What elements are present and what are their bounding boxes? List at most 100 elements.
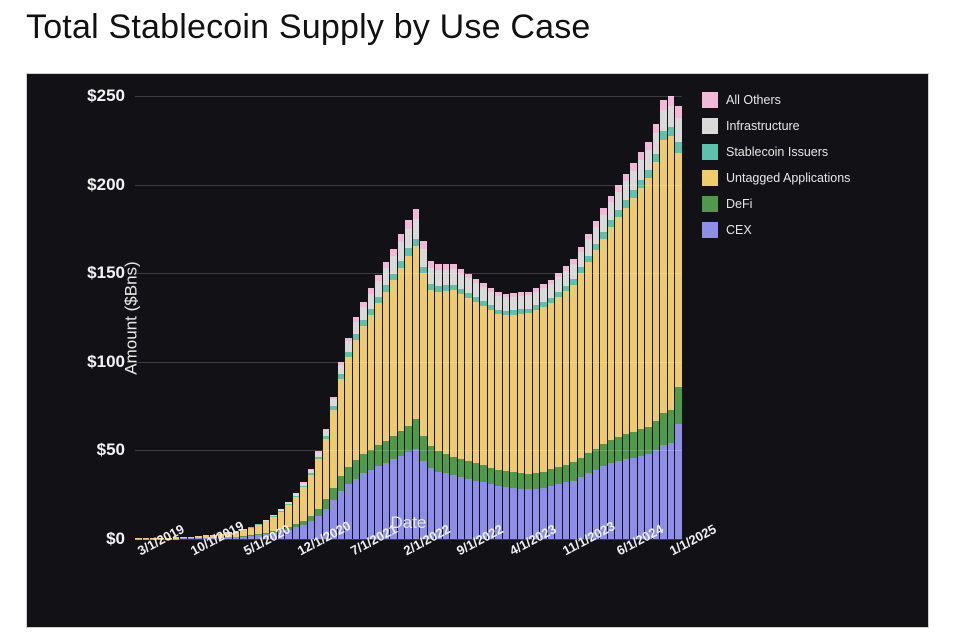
bar-col-32021[interactable] <box>315 96 322 539</box>
bars-container[interactable] <box>135 96 682 539</box>
bar-segment-all-others[interactable] <box>420 241 427 249</box>
bar-segment-stablecoin-issuers[interactable] <box>623 200 630 208</box>
bar-segment-all-others[interactable] <box>630 163 637 171</box>
bar-segment-all-others[interactable] <box>428 261 435 268</box>
bar-col-52022[interactable] <box>420 96 427 539</box>
bar-segment-untagged-applications[interactable] <box>413 246 420 420</box>
bar-segment-untagged-applications[interactable] <box>390 280 397 436</box>
bar-segment-stablecoin-issuers[interactable] <box>413 239 420 246</box>
bar-segment-untagged-applications[interactable] <box>450 290 457 457</box>
bar-segment-untagged-applications[interactable] <box>428 290 435 446</box>
bar-segment-defi[interactable] <box>563 465 570 483</box>
bar-segment-infrastructure[interactable] <box>525 295 532 308</box>
bar-segment-untagged-applications[interactable] <box>518 314 525 473</box>
bar-segment-infrastructure[interactable] <box>548 284 555 298</box>
bar-segment-infrastructure[interactable] <box>510 297 517 310</box>
bar-segment-untagged-applications[interactable] <box>383 292 390 441</box>
bar-segment-untagged-applications[interactable] <box>375 303 382 445</box>
bar-col-82022[interactable] <box>443 96 450 539</box>
bar-segment-infrastructure[interactable] <box>368 294 375 309</box>
bar-segment-infrastructure[interactable] <box>488 292 495 306</box>
bar-segment-untagged-applications[interactable] <box>510 315 517 473</box>
bar-segment-infrastructure[interactable] <box>645 150 652 170</box>
bar-col-102024[interactable] <box>638 96 645 539</box>
bar-segment-stablecoin-issuers[interactable] <box>668 127 675 136</box>
bar-segment-untagged-applications[interactable] <box>630 198 637 432</box>
bar-segment-stablecoin-issuers[interactable] <box>390 274 397 281</box>
bar-segment-untagged-applications[interactable] <box>578 273 585 457</box>
bar-segment-untagged-applications[interactable] <box>600 239 607 445</box>
bar-segment-stablecoin-issuers[interactable] <box>615 210 622 217</box>
bar-segment-untagged-applications[interactable] <box>533 310 540 473</box>
bar-segment-untagged-applications[interactable] <box>308 475 315 516</box>
bar-segment-all-others[interactable] <box>398 234 405 242</box>
bar-col-82019[interactable] <box>173 96 180 539</box>
bar-segment-infrastructure[interactable] <box>450 269 457 284</box>
bar-segment-defi[interactable] <box>593 449 600 470</box>
bar-segment-infrastructure[interactable] <box>653 133 660 154</box>
bar-segment-defi[interactable] <box>578 458 585 477</box>
bar-segment-untagged-applications[interactable] <box>503 315 510 471</box>
bar-segment-infrastructure[interactable] <box>668 106 675 128</box>
bar-segment-defi[interactable] <box>630 432 637 458</box>
bar-segment-untagged-applications[interactable] <box>593 250 600 448</box>
bar-segment-defi[interactable] <box>368 450 375 470</box>
bar-segment-untagged-applications[interactable] <box>585 262 592 453</box>
bar-col-42019[interactable] <box>143 96 150 539</box>
bar-segment-all-others[interactable] <box>668 96 675 106</box>
bar-segment-defi[interactable] <box>398 431 405 456</box>
bar-col-62020[interactable] <box>248 96 255 539</box>
bar-segment-infrastructure[interactable] <box>630 171 637 190</box>
bar-segment-untagged-applications[interactable] <box>615 217 622 437</box>
bar-segment-untagged-applications[interactable] <box>660 140 667 413</box>
bar-col-12021[interactable] <box>300 96 307 539</box>
bar-segment-untagged-applications[interactable] <box>368 315 375 450</box>
legend-item-cex[interactable]: CEX <box>702 222 902 238</box>
bar-segment-infrastructure[interactable] <box>390 256 397 274</box>
bar-segment-all-others[interactable] <box>413 209 420 219</box>
bar-segment-defi[interactable] <box>660 413 667 445</box>
bar-segment-untagged-applications[interactable] <box>638 188 645 429</box>
bar-segment-defi[interactable] <box>443 454 450 473</box>
bar-segment-untagged-applications[interactable] <box>653 162 660 421</box>
bar-segment-untagged-applications[interactable] <box>353 340 360 460</box>
bar-segment-infrastructure[interactable] <box>578 252 585 268</box>
bar-segment-defi[interactable] <box>345 467 352 484</box>
bar-segment-infrastructure[interactable] <box>593 227 600 244</box>
bar-segment-defi[interactable] <box>525 474 532 489</box>
bar-col-22025[interactable] <box>668 96 675 539</box>
bar-col-82020[interactable] <box>263 96 270 539</box>
bar-segment-all-others[interactable] <box>390 249 397 256</box>
bar-col-112022[interactable] <box>465 96 472 539</box>
bar-segment-stablecoin-issuers[interactable] <box>660 131 667 140</box>
bar-segment-defi[interactable] <box>458 459 465 477</box>
bar-segment-defi[interactable] <box>390 436 397 459</box>
bar-segment-infrastructure[interactable] <box>518 296 525 309</box>
bar-col-22021[interactable] <box>308 96 315 539</box>
bar-segment-defi[interactable] <box>495 470 502 486</box>
legend-item-infrastructure[interactable]: Infrastructure <box>702 118 902 134</box>
bar-segment-infrastructure[interactable] <box>473 283 480 297</box>
bar-segment-stablecoin-issuers[interactable] <box>653 154 660 163</box>
bar-col-122024[interactable] <box>653 96 660 539</box>
bar-segment-all-others[interactable] <box>675 106 682 118</box>
bar-segment-infrastructure[interactable] <box>413 219 420 239</box>
bar-segment-untagged-applications[interactable] <box>405 256 412 426</box>
bar-segment-infrastructure[interactable] <box>465 278 472 293</box>
bar-segment-untagged-applications[interactable] <box>338 379 345 476</box>
bar-segment-untagged-applications[interactable] <box>570 285 577 462</box>
bar-segment-defi[interactable] <box>330 488 337 500</box>
bar-segment-stablecoin-issuers[interactable] <box>398 261 405 268</box>
bar-col-112023[interactable] <box>555 96 562 539</box>
bar-segment-defi[interactable] <box>600 444 607 466</box>
bar-col-32022[interactable] <box>405 96 412 539</box>
bar-segment-all-others[interactable] <box>645 142 652 150</box>
bar-col-22023[interactable] <box>488 96 495 539</box>
bar-col-122021[interactable] <box>383 96 390 539</box>
bar-col-72019[interactable] <box>165 96 172 539</box>
bar-segment-defi[interactable] <box>548 469 555 485</box>
bar-col-112024[interactable] <box>645 96 652 539</box>
bar-segment-untagged-applications[interactable] <box>420 273 427 436</box>
bar-segment-defi[interactable] <box>375 445 382 466</box>
bar-segment-infrastructure[interactable] <box>608 202 615 220</box>
